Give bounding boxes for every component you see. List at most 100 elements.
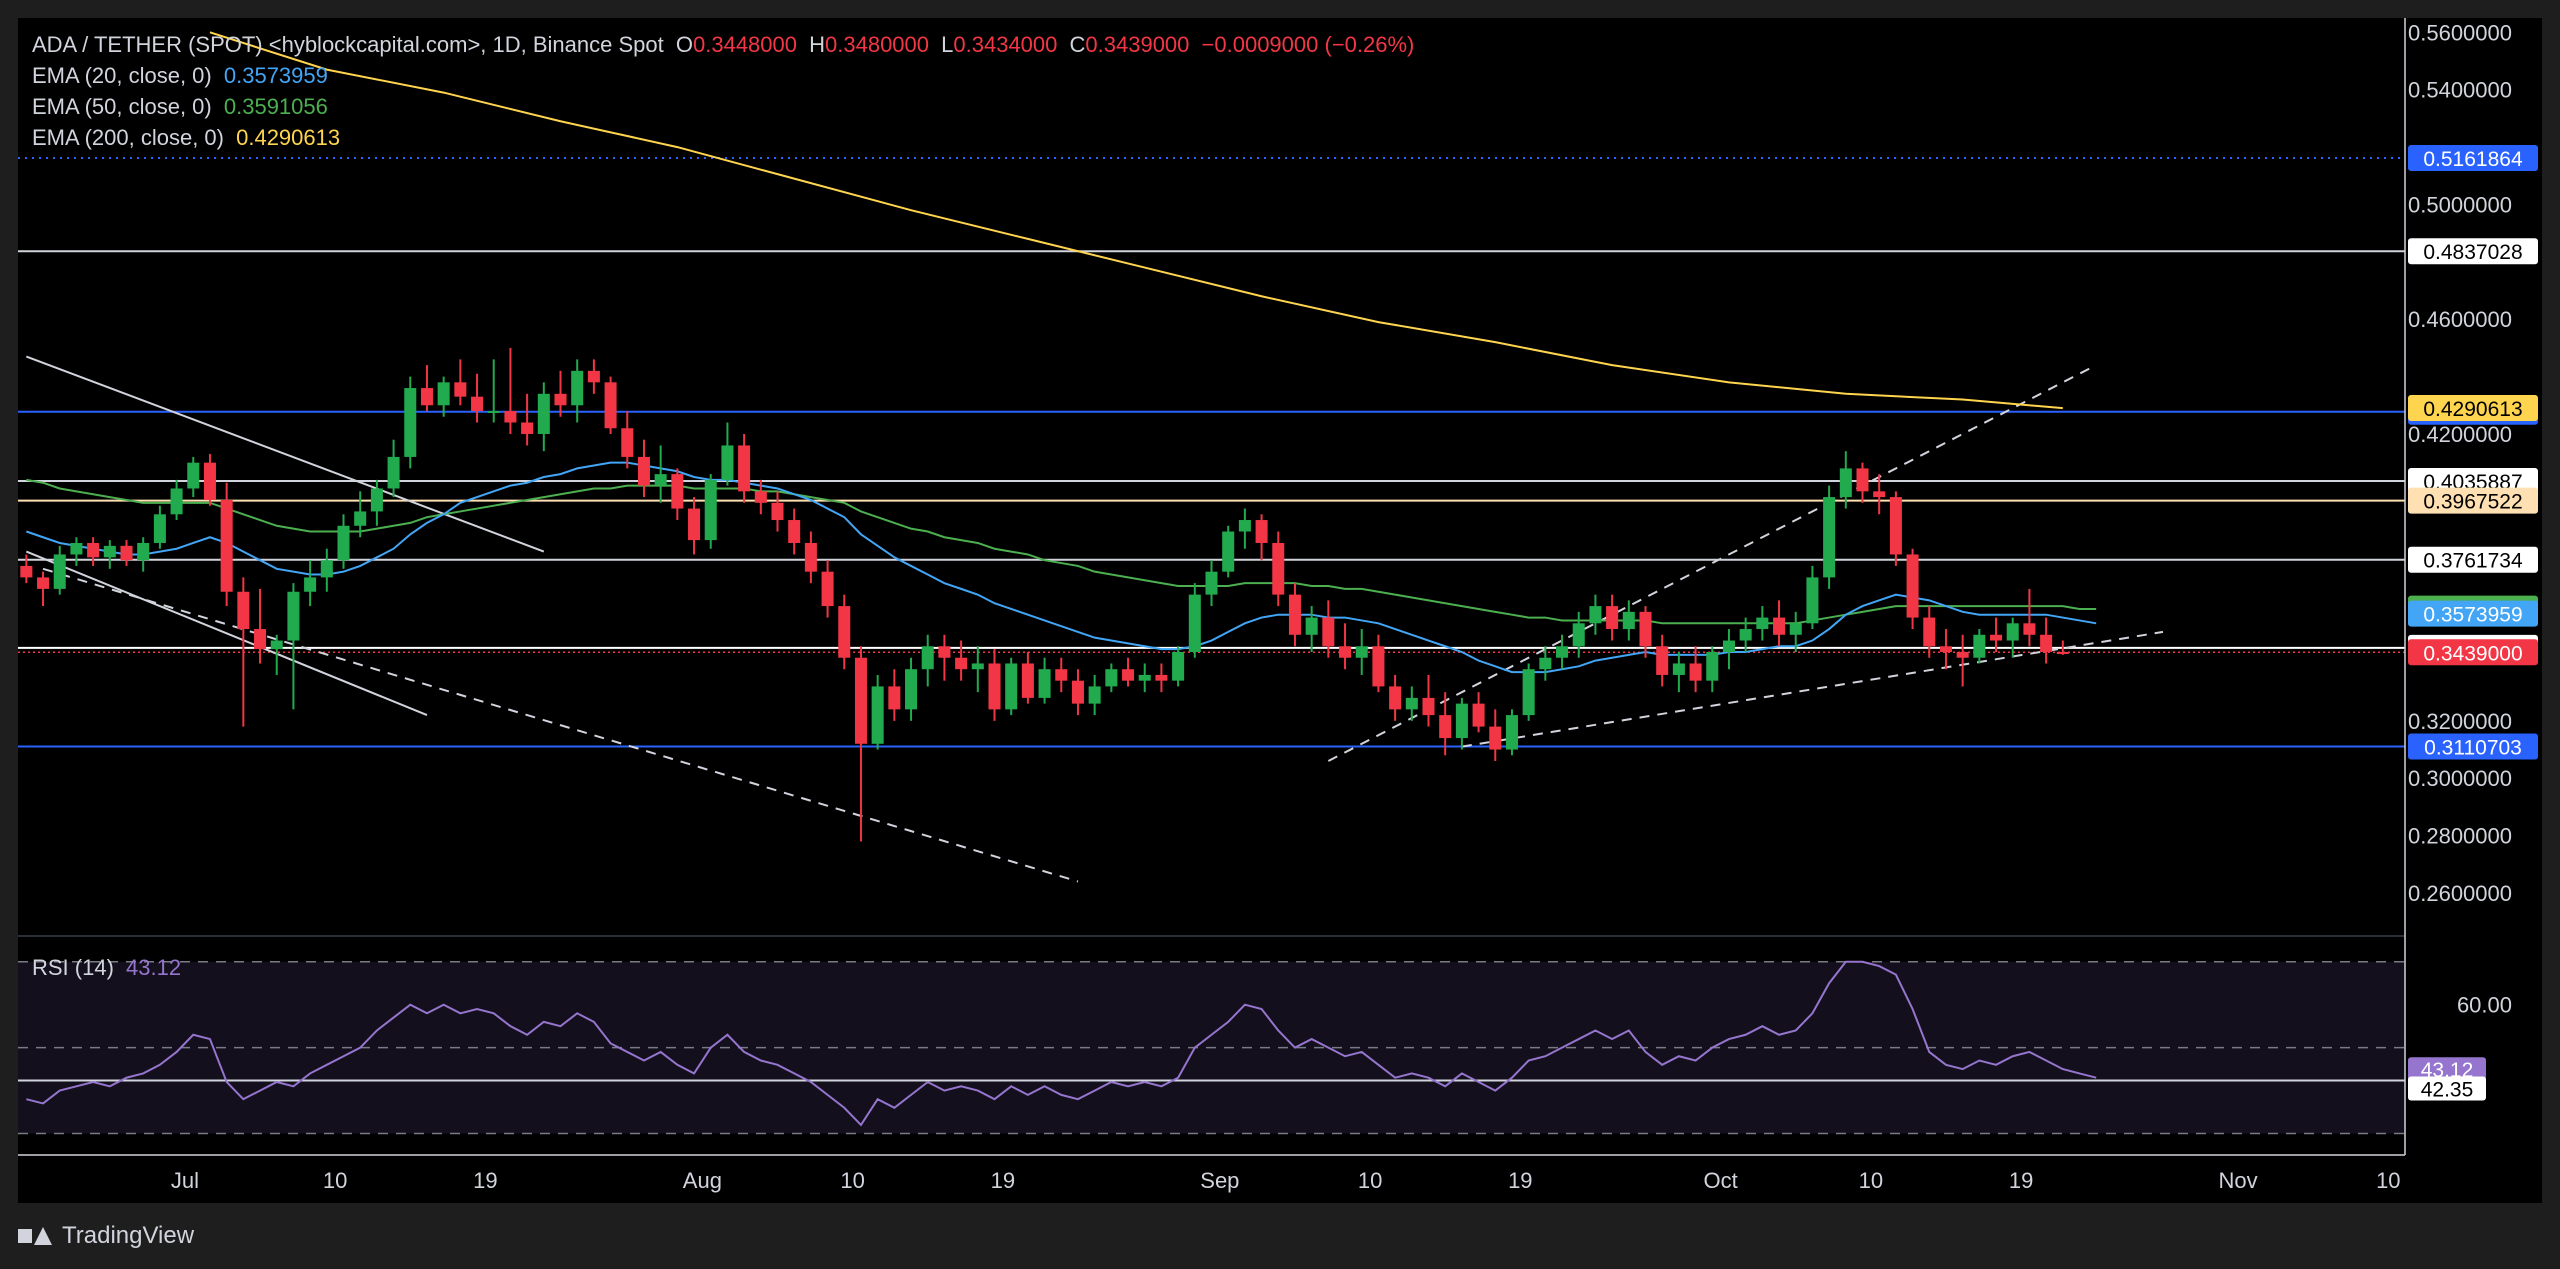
symbol-title: ADA / TETHER (SPOT) <hyblockcapital.com>… (32, 32, 664, 57)
rsi-pane (18, 960, 2405, 1135)
candle-114 (1923, 606, 1936, 658)
candle-82 (1389, 674, 1402, 721)
candle-35 (604, 376, 617, 434)
candle-body (203, 462, 216, 500)
candle-body (237, 591, 250, 630)
tag-bg (2408, 468, 2538, 495)
ema20-legend[interactable]: EMA (20, close, 0) 0.3573959 (32, 63, 334, 89)
candle-body (1806, 577, 1819, 624)
tag-text: 0.3761734 (2423, 550, 2523, 573)
candle-body (2023, 623, 2036, 635)
ema200-legend[interactable]: EMA (200, close, 0) 0.4290613 (32, 125, 346, 151)
candle-body (2040, 634, 2053, 652)
candle-body (437, 382, 450, 406)
candle-body (471, 396, 484, 412)
candle-body (1238, 520, 1251, 532)
candle-body (688, 508, 701, 541)
y-tick-4: 0.4200000 (2408, 422, 2512, 447)
candle-body (1973, 634, 1986, 658)
candle-43 (738, 433, 751, 503)
candle-body (1539, 657, 1552, 670)
ema200-value: 0.4290613 (236, 125, 341, 150)
candle-body (1205, 571, 1218, 595)
candle-70 (1188, 583, 1201, 658)
tag-text: 0.3573959 (2423, 604, 2522, 627)
tag-text: 0.3967522 (2423, 491, 2522, 514)
x-tick-4: 10 (840, 1168, 864, 1193)
candle-body (1739, 629, 1752, 641)
candle-84 (1422, 674, 1435, 727)
high-key: H (809, 32, 826, 57)
candle-16 (287, 583, 300, 710)
ema50-legend[interactable]: EMA (50, close, 0) 0.3591056 (32, 94, 334, 120)
candle-61 (1038, 657, 1051, 704)
candle-body (1489, 726, 1502, 750)
candle-body (1956, 651, 1969, 658)
candle-body (1756, 617, 1769, 630)
level-tag-1: 0.4837028 (2408, 238, 2538, 265)
y-tick-7: 0.2800000 (2408, 824, 2512, 849)
candle-body (938, 646, 951, 658)
ema-lines (26, 31, 2097, 674)
ema50-value: 0.3591056 (223, 94, 328, 119)
trendlines (25, 355, 2164, 883)
candle-118 (1990, 617, 2003, 652)
x-tick-10: 10 (1859, 1168, 1883, 1193)
candle-81 (1372, 634, 1385, 693)
candle-body (1873, 491, 1886, 498)
symbol-header: ADA / TETHER (SPOT) <hyblockcapital.com>… (32, 32, 1420, 58)
candle-body (1773, 617, 1786, 635)
candle-19 (337, 514, 350, 569)
candle-body (804, 542, 817, 572)
candle-38 (654, 445, 667, 503)
candle-34 (587, 359, 600, 394)
x-tick-13: 10 (2376, 1168, 2400, 1193)
candle-body (1622, 611, 1635, 630)
candle-117 (1973, 629, 1986, 664)
level-tag-7: 0.3110703 (2408, 733, 2538, 760)
rsi-line (26, 960, 2097, 1127)
y-tick-8: 0.2600000 (2408, 881, 2512, 906)
horizontal-levels (18, 157, 2405, 748)
candle-99 (1672, 651, 1685, 693)
close-value: 0.3439000 (1085, 32, 1190, 57)
candle-14 (254, 588, 267, 664)
candle-body (1422, 697, 1435, 716)
candle-71 (1205, 560, 1218, 607)
x-tick-5: 19 (991, 1168, 1015, 1193)
candle-45 (771, 491, 784, 532)
rsi-label: RSI (14) (32, 955, 114, 980)
candle-36 (621, 411, 634, 469)
candle-body (187, 462, 200, 489)
candle-80 (1355, 629, 1368, 675)
level-tag-5: 0.3761734 (2408, 546, 2538, 573)
candle-body (1889, 497, 1902, 555)
candle-body (721, 445, 734, 480)
candle-8 (153, 505, 166, 549)
candle-32 (554, 370, 567, 417)
candle-107 (1806, 565, 1819, 630)
candle-39 (671, 468, 684, 521)
candle-24 (420, 365, 433, 412)
y-tick-2: 0.5000000 (2408, 192, 2512, 217)
tag-text: 0.5161864 (2423, 148, 2523, 171)
tag-bg (2408, 733, 2538, 760)
price-axis: 0.5600000 0.5400000 0.5000000 0.4600000 0.42… (2408, 20, 2512, 1017)
candle-body (905, 669, 918, 710)
high-value: 0.3480000 (825, 32, 930, 57)
rsi-legend[interactable]: RSI (14) 43.12 (32, 955, 187, 981)
candle-body (971, 663, 984, 670)
candle-body (1990, 634, 2003, 641)
candle-27 (471, 373, 484, 423)
candle-body (254, 629, 267, 650)
candle-body (337, 525, 350, 561)
candle-22 (387, 439, 400, 498)
candle-body (1322, 617, 1335, 647)
candle-50 (854, 646, 867, 842)
candle-body (1923, 617, 1936, 647)
candle-102 (1722, 629, 1735, 670)
tradingview-brand[interactable]: TradingView (18, 1222, 194, 1250)
tag-text: 43.12 (2421, 1059, 2474, 1082)
candle-104 (1756, 606, 1769, 641)
